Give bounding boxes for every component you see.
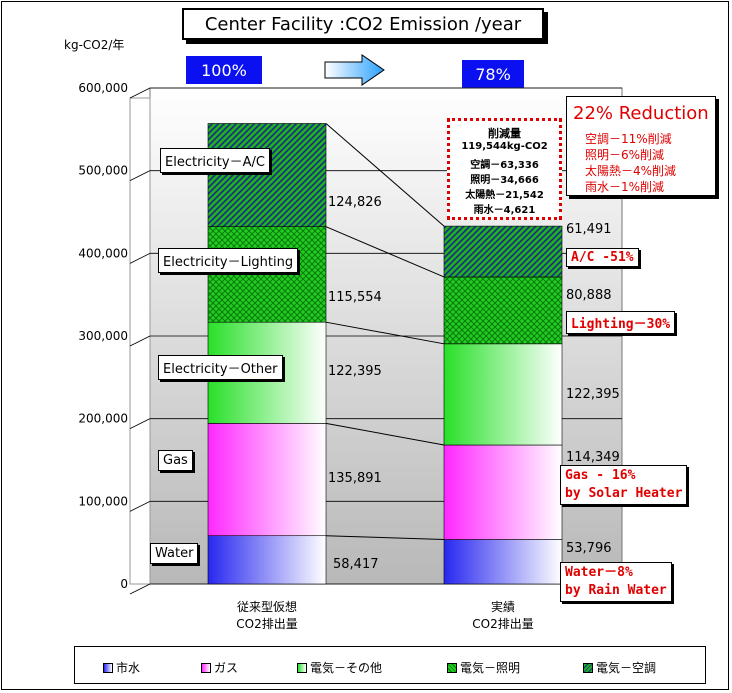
detail-rain: 雨水－4,621 [473,205,536,216]
bar-segment [443,225,563,278]
callout-lighting: Lighting－30% [566,311,676,334]
value-label-right-water: 53,796 [566,541,612,556]
reduction-line-solar: 太陽熱－4%削減 [585,164,677,178]
percent-badge-right: 78% [462,60,524,88]
value-label-left-lighting: 115,554 [328,290,382,305]
legend-swatch-gas [201,662,211,673]
y-tick-label: 600,000 [78,81,128,95]
reduction-summary-box: 22% Reduction 空調－11%削減 照明－6%削減 太陽熱－4%削減 … [566,96,716,196]
gridline-side [129,418,151,430]
connector-line [325,321,445,345]
connector-line [325,535,445,541]
gridline-side [129,335,151,347]
legend-item-ac: 電気－空調 [583,659,656,676]
chart-legend: 市水 ガス 電気－その他 電気－照明 電気－空調 [74,646,706,684]
y-tick-label: 300,000 [78,329,128,343]
value-label-left-ac: 124,826 [328,195,382,210]
legend-label-other: 電気－その他 [310,661,383,675]
bar-segment [207,423,327,537]
value-label-left-other: 122,395 [328,364,382,379]
detail-lighting: 照明－34,666 [470,175,539,186]
value-label-right-ac: 61,491 [566,222,612,237]
label-electricity-ac: Electricity－A/C [160,148,270,173]
connector-line [325,422,445,446]
legend-item-lighting: 電気－照明 [447,659,520,676]
x-category-left-line1: 従来型仮想 [236,600,297,614]
legend-label-gas: ガス [214,661,239,675]
gridline-side [129,87,151,99]
legend-label-lighting: 電気－照明 [460,661,521,675]
detail-total: 119,544kg-CO2 [461,141,548,152]
callout-gas: Gas - 16% by Solar Heater [560,465,688,505]
bar-segment [207,535,327,585]
callout-gas-line2: by Solar Heater [565,486,683,501]
y-tick-label: 200,000 [78,412,128,426]
reduction-title: 22% Reduction [573,103,709,124]
label-water: Water [150,543,199,564]
legend-swatch-lighting [447,662,457,673]
connector-line [325,123,445,227]
value-label-left-water: 58,417 [333,557,379,572]
y-tick-label: 0 [120,577,128,591]
y-tick-label: 500,000 [78,164,128,178]
bar-segment [443,444,563,540]
x-category-left-line2: CO2排出量 [236,617,298,631]
y-tick-label: 400,000 [78,246,128,260]
x-category-right-line1: 実績 [490,600,515,614]
legend-item-gas: ガス [201,659,238,676]
reduction-line-rain: 雨水－1%削減 [585,180,665,194]
bar-segment [443,343,563,446]
value-label-right-gas: 114,349 [566,450,620,465]
legend-label-ac: 電気－空調 [596,661,657,675]
bar-segment [207,226,327,323]
legend-item-other: 電気－その他 [297,659,382,676]
arrow-right-icon [324,54,385,86]
callout-water-line1: Water－8% [565,565,633,580]
callout-water: Water－8% by Rain Water [560,562,672,602]
legend-swatch-other [297,662,307,673]
legend-item-water: 市水 [103,659,140,676]
legend-swatch-water [103,662,113,673]
value-label-left-gas: 135,891 [328,471,382,486]
x-category-left: 従来型仮想 CO2排出量 [207,598,327,632]
gridline-side [129,170,151,182]
gridline-side [129,500,151,512]
callout-gas-line1: Gas - 16% [565,468,636,483]
value-label-right-other: 122,395 [566,387,620,402]
connector-line [325,226,445,278]
label-electricity-lighting: Electricity－Lighting [158,248,299,273]
value-label-right-lighting: 80,888 [566,288,612,303]
legend-label-water: 市水 [116,661,141,675]
reduction-line-ac: 空調－11%削減 [585,132,672,146]
gridline-side [129,583,151,595]
detail-solar: 太陽熱－21,542 [465,190,544,201]
bar-segment [207,123,327,227]
reduction-detail-box: 削減量 119,544kg-CO2 空調－63,336 照明－34,666 太陽… [447,118,562,220]
callout-water-line2: by Rain Water [565,583,667,598]
percent-badge-left: 100% [186,56,262,84]
x-category-right-line2: CO2排出量 [472,617,534,631]
detail-ac: 空調－63,336 [470,160,539,171]
legend-swatch-ac [583,662,593,673]
x-category-right: 実績 CO2排出量 [443,598,563,632]
reduction-line-lighting: 照明－6%削減 [585,148,665,162]
detail-heading: 削減量 [488,127,521,140]
callout-ac: A/C -51% [566,248,639,267]
bar-segment [443,276,563,345]
label-gas: Gas [158,450,193,471]
y-tick-label: 100,000 [78,494,128,508]
bar-segment [443,539,563,585]
label-electricity-other: Electricity－Other [158,355,283,380]
unit-label: kg-CO2/年 [64,38,125,52]
gridline-side [129,252,151,264]
chart-title: Center Facility :CO2 Emission /year [182,8,544,40]
